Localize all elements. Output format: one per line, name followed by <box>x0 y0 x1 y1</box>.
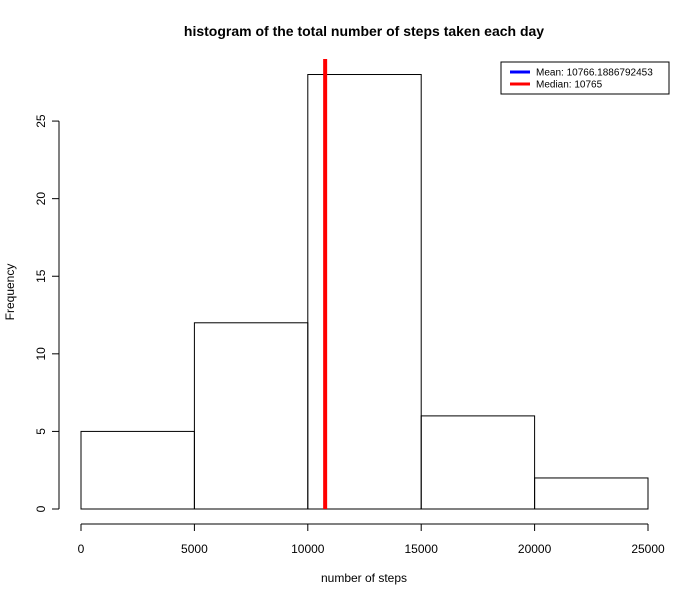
axes: 0 5000 10000 15000 20000 25000 0 5 10 15 20 25 <box>34 114 665 556</box>
histogram-bar <box>534 477 649 510</box>
y-axis-label: Frequency <box>3 264 17 321</box>
y-tick-label: 15 <box>34 269 48 283</box>
x-tick-label: 20000 <box>518 542 552 556</box>
x-axis-label: number of steps <box>321 571 407 585</box>
y-tick-label: 5 <box>34 428 48 435</box>
legend-box <box>500 61 670 95</box>
x-tick-label: 5000 <box>181 542 208 556</box>
chart-title: histogram of the total number of steps t… <box>184 23 544 39</box>
histogram-bar <box>307 74 422 510</box>
y-tick-label: 10 <box>34 347 48 361</box>
y-tick-label: 25 <box>34 114 48 128</box>
y-tick-label: 20 <box>34 192 48 206</box>
legend-entry-label: Median: 10765 <box>536 80 603 91</box>
x-tick-label: 0 <box>78 542 85 556</box>
y-tick-label: 0 <box>34 505 48 512</box>
histogram-bars <box>80 74 649 510</box>
histogram-bar <box>420 415 536 510</box>
x-tick-label: 25000 <box>631 542 665 556</box>
legend-entry-label: Mean: 10766.1886792453 <box>536 68 653 79</box>
histogram-bar <box>80 430 195 510</box>
x-tick-label: 10000 <box>291 542 325 556</box>
histogram-bar <box>193 322 309 510</box>
x-tick-label: 15000 <box>405 542 439 556</box>
